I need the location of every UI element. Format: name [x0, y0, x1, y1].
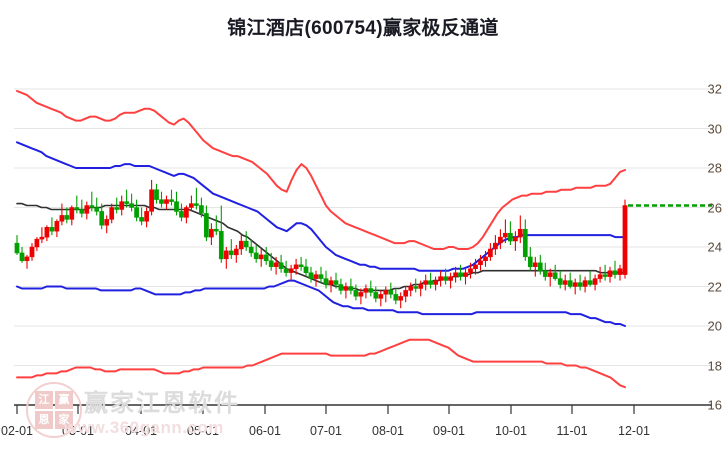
gridlines: [14, 88, 712, 406]
axis-lines: [14, 404, 712, 414]
y-axis-tick-30: 30: [707, 121, 722, 136]
x-axis-tick-10-01: 10-01: [495, 424, 527, 438]
x-axis-tick-12-01: 12-01: [618, 424, 650, 438]
x-axis-tick-03-01: 03-01: [62, 424, 94, 438]
x-axis-tick-08-01: 08-01: [372, 424, 404, 438]
y-axis-tick-18: 18: [707, 358, 722, 373]
x-axis-tick-09-01: 09-01: [433, 424, 465, 438]
x-axis-tick-05-01: 05-01: [187, 424, 219, 438]
x-axis-tick-04-01: 04-01: [125, 424, 157, 438]
y-axis-tick-26: 26: [707, 200, 722, 215]
candlestick-series: [14, 179, 628, 309]
y-axis-tick-28: 28: [707, 160, 722, 176]
y-axis-tick-32: 32: [707, 81, 722, 97]
channel-bands: [16, 90, 626, 389]
y-axis-tick-20: 20: [707, 318, 722, 334]
y-axis-tick-22: 22: [707, 279, 722, 294]
y-axis-tick-24: 24: [707, 239, 722, 255]
x-axis-tick-11-01: 11-01: [556, 424, 588, 438]
y-axis-tick-16: 16: [707, 397, 722, 413]
x-axis-tick-06-01: 06-01: [249, 424, 281, 438]
x-axis-tick-02-01: 02-01: [1, 424, 33, 438]
x-axis-tick-07-01: 07-01: [310, 424, 342, 438]
page-title: 锦江酒店(600754)赢家极反通道: [227, 18, 499, 39]
